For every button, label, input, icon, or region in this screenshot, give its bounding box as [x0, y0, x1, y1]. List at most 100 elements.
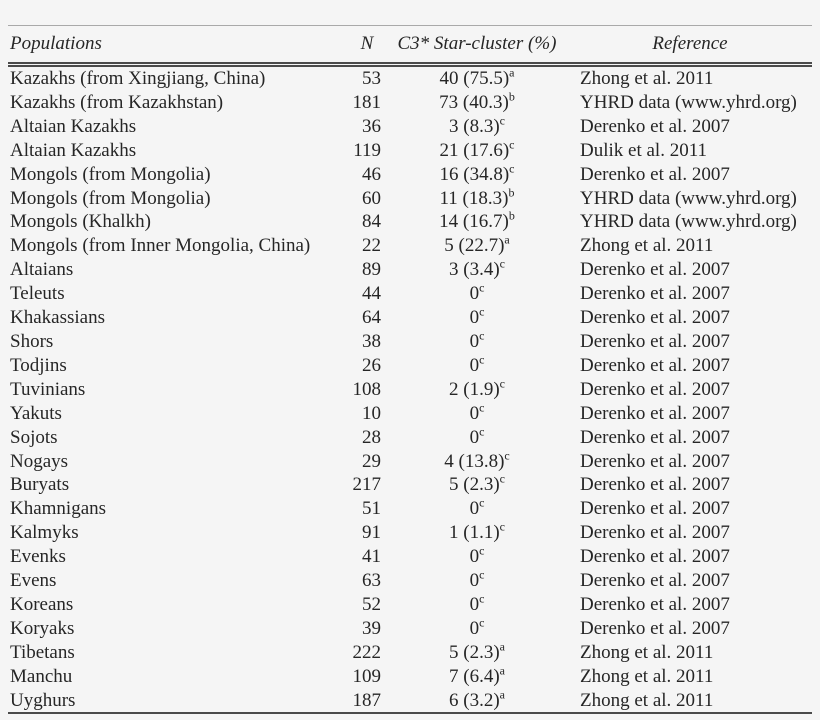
table-row: Tuvinians 108 2 (1.9)c Derenko et al. 2007: [8, 376, 812, 402]
star-cluster-cell: 3 (8.3)c: [449, 113, 505, 137]
reference-cell: Derenko et al. 2007: [580, 354, 730, 376]
reference-cell: Derenko et al. 2007: [580, 617, 730, 639]
reference-cell: Derenko et al. 2007: [580, 498, 730, 520]
footnote-marker: c: [479, 424, 485, 439]
population-cell: Khamnigans: [10, 498, 107, 520]
n-cell: 181: [352, 91, 382, 113]
star-cluster-cell: 11 (18.3)b: [439, 185, 515, 209]
reference-cell: Zhong et al. 2011: [580, 641, 714, 663]
reference-cell: Derenko et al. 2007: [580, 283, 730, 305]
table-row: Nogays 29 4 (13.8)c Derenko et al. 2007: [8, 448, 812, 474]
footnote-marker: c: [509, 137, 515, 152]
footnote-marker: c: [479, 615, 485, 630]
footnote-marker: a: [499, 663, 505, 678]
n-cell: 46: [362, 163, 381, 185]
table-header: Populations N C3* Star-cluster (%) Refer…: [8, 25, 812, 67]
column-header-populations: Populations: [8, 25, 348, 67]
star-cluster-cell: 0c: [469, 424, 485, 448]
table-row: Evens 63 0c Derenko et al. 2007: [8, 569, 812, 593]
star-cluster-cell: 0c: [469, 615, 485, 639]
population-cell: Evenks: [10, 546, 66, 568]
n-cell: 41: [362, 546, 381, 568]
population-cell: Todjins: [10, 354, 67, 376]
footnote-marker: c: [509, 161, 515, 176]
table-row: Uyghurs 187 6 (3.2)a Zhong et al. 2011: [8, 687, 812, 714]
population-cell: Mongols (from Inner Mongolia, China): [10, 235, 311, 257]
footnote-marker: c: [499, 376, 505, 391]
reference-cell: Zhong et al. 2011: [580, 68, 714, 89]
n-cell: 108: [352, 378, 382, 400]
star-cluster-cell: 4 (13.8)c: [444, 448, 510, 472]
reference-cell: Derenko et al. 2007: [580, 402, 730, 424]
n-cell: 39: [362, 617, 381, 639]
footnote-marker: c: [479, 304, 485, 319]
n-cell: 119: [353, 139, 381, 161]
reference-cell: Derenko et al. 2007: [580, 593, 730, 615]
star-cluster-cell: 16 (34.8)c: [439, 161, 515, 185]
reference-cell: Derenko et al. 2007: [580, 330, 730, 352]
table-row: Altaian Kazakhs 36 3 (8.3)c Derenko et al. …: [8, 113, 812, 139]
star-cluster-cell: 0c: [469, 328, 485, 352]
table-row: Buryats 217 5 (2.3)c Derenko et al. 2007: [8, 473, 812, 497]
reference-cell: Derenko et al. 2007: [580, 115, 730, 137]
n-cell: 38: [362, 330, 381, 352]
star-cluster-cell: 1 (1.1)c: [449, 519, 505, 544]
table-row: Altaian Kazakhs 119 21 (17.6)c Dulik et al.…: [8, 137, 812, 163]
table-row: Kalmyks 91 1 (1.1)c Derenko et al. 2007: [8, 521, 812, 545]
reference-cell: YHRD data (www.yhrd.org): [580, 91, 797, 113]
table-row: Yakuts 10 0c Derenko et al. 2007: [8, 401, 812, 426]
star-cluster-cell: 5 (2.3)c: [449, 472, 505, 496]
footnote-marker: c: [504, 448, 510, 463]
footnote-marker: b: [508, 209, 515, 224]
population-cell: Evens: [10, 570, 57, 592]
n-cell: 84: [362, 211, 381, 233]
star-cluster-cell: 6 (3.2)a: [449, 687, 505, 711]
population-cell: Teleuts: [10, 283, 65, 305]
footnote-marker: a: [504, 233, 510, 248]
column-header-reference: Reference: [568, 25, 812, 67]
footnote-marker: c: [499, 519, 505, 534]
reference-cell: Zhong et al. 2011: [580, 235, 714, 257]
footnote-marker: b: [508, 89, 515, 104]
population-cell: Kalmyks: [10, 522, 79, 544]
table-row: Koreans 52 0c Derenko et al. 2007: [8, 593, 812, 617]
n-cell: 63: [362, 570, 381, 592]
n-cell: 53: [362, 68, 381, 89]
reference-cell: Zhong et al. 2011: [580, 689, 714, 711]
reference-cell: Derenko et al. 2007: [580, 450, 730, 472]
n-cell: 29: [362, 450, 381, 472]
table-row: Tibetans 222 5 (2.3)a Zhong et al. 2011: [8, 640, 812, 665]
table-row: Mongols (Khalkh) 84 14 (16.7)b YHRD data (w…: [8, 210, 812, 234]
reference-cell: Derenko et al. 2007: [580, 426, 730, 448]
table-row: Kazakhs (from Xingjiang, China) 53 40 (75.…: [8, 65, 812, 91]
n-cell: 91: [362, 522, 381, 544]
population-cell: Kazakhs (from Xingjiang, China): [10, 68, 266, 89]
star-cluster-cell: 5 (22.7)a: [444, 233, 510, 257]
population-cell: Yakuts: [10, 402, 62, 424]
table-row: Mongols (from Mongolia) 60 11 (18.3)b YHRD …: [8, 185, 812, 211]
population-cell: Nogays: [10, 450, 69, 472]
reference-cell: Derenko et al. 2007: [580, 546, 730, 568]
reference-cell: Derenko et al. 2007: [580, 378, 730, 400]
population-cell: Kazakhs (from Kazakhstan): [10, 91, 224, 113]
population-cell: Uyghurs: [10, 689, 76, 711]
footnote-marker: c: [499, 113, 505, 128]
population-cell: Mongols (from Mongolia): [10, 187, 211, 209]
reference-cell: Derenko et al. 2007: [580, 163, 730, 185]
n-cell: 28: [362, 426, 381, 448]
n-cell: 22: [362, 235, 381, 257]
footnote-marker: c: [499, 256, 505, 271]
table-row: Mongols (from Mongolia) 46 16 (34.8)c Deren…: [8, 161, 812, 187]
population-cell: Shors: [10, 330, 54, 352]
n-cell: 222: [352, 641, 382, 663]
n-cell: 187: [352, 689, 382, 711]
star-cluster-cell: 2 (1.9)c: [449, 376, 505, 400]
reference-cell: Derenko et al. 2007: [580, 522, 730, 544]
table-row: Altaians 89 3 (3.4)c Derenko et al. 2007: [8, 258, 812, 282]
table-row: Teleuts 44 0c Derenko et al. 2007: [8, 282, 812, 306]
n-cell: 89: [362, 259, 381, 281]
reference-cell: Derenko et al. 2007: [580, 307, 730, 329]
footnote-marker: c: [499, 472, 505, 487]
star-cluster-cell: 0c: [469, 352, 485, 376]
n-cell: 109: [352, 665, 382, 687]
